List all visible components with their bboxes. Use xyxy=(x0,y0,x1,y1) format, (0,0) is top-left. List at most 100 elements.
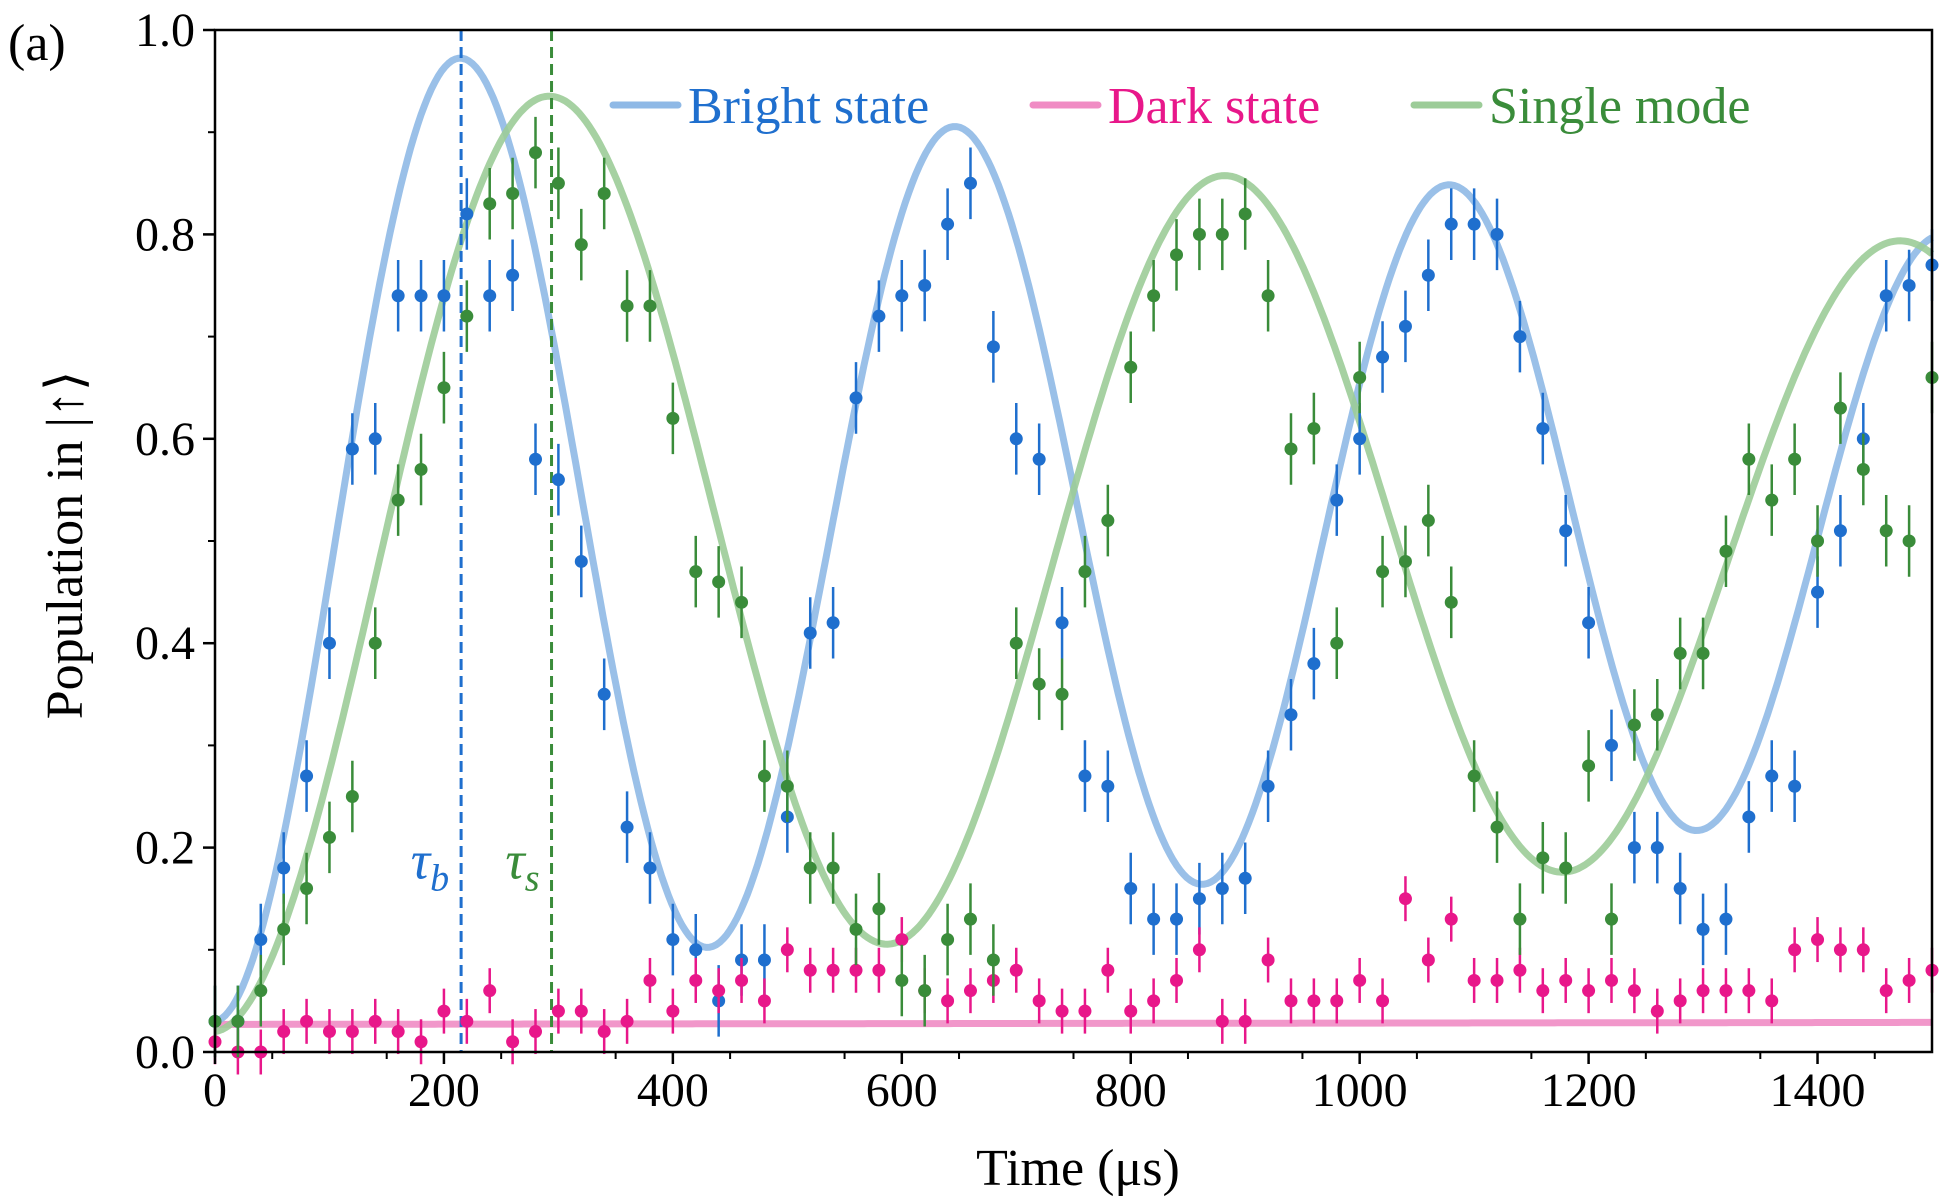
single-mode-point xyxy=(689,565,703,579)
dark-state-point xyxy=(1902,973,1916,987)
dark-state-point xyxy=(1032,994,1046,1008)
bright-state-point xyxy=(1284,708,1298,722)
bright-state-point xyxy=(1604,738,1618,752)
bright-state-point xyxy=(437,289,451,303)
bright-state-point xyxy=(1582,616,1596,630)
single-mode-point xyxy=(414,462,428,476)
bright-state-point xyxy=(757,953,771,967)
dark-state-point xyxy=(437,1004,451,1018)
x-tick-label: 400 xyxy=(637,1064,709,1117)
dark-state-point xyxy=(1856,943,1870,957)
dark-state-point xyxy=(1170,973,1184,987)
dark-state-point xyxy=(597,1025,611,1039)
bright-state-point xyxy=(918,279,932,292)
bright-state-point xyxy=(643,861,657,875)
single-mode-point xyxy=(1284,442,1298,456)
single-mode-point xyxy=(391,493,405,507)
dark-state-point xyxy=(735,973,749,987)
bright-state-point xyxy=(1421,268,1435,282)
single-mode-point xyxy=(918,984,932,998)
dark-state-point xyxy=(1215,1014,1229,1028)
data-points xyxy=(208,116,1939,1075)
bright-state-point xyxy=(391,289,405,303)
bright-state-point xyxy=(345,442,359,456)
single-mode-point xyxy=(1376,565,1390,579)
y-tick-label: 0.4 xyxy=(135,617,195,670)
single-mode-point xyxy=(1536,851,1550,865)
dark-state-point xyxy=(300,1014,314,1028)
x-tick-label: 200 xyxy=(408,1064,480,1117)
dark-state-point xyxy=(345,1025,359,1039)
dark-state-point xyxy=(1513,963,1527,977)
single-mode-point xyxy=(1009,636,1023,650)
legend-label: Dark state xyxy=(1108,78,1320,135)
bright-state-point xyxy=(1147,912,1161,926)
single-mode-point xyxy=(1559,861,1573,875)
single-mode-point xyxy=(1078,565,1092,579)
bright-state-point xyxy=(1559,524,1573,538)
bright-state-point xyxy=(1696,922,1710,936)
dark-state-point xyxy=(1124,1004,1138,1018)
dark-state-point xyxy=(872,963,886,977)
single-mode-point xyxy=(1765,493,1779,507)
bright-state-point xyxy=(1490,227,1504,241)
single-mode-point xyxy=(986,953,1000,967)
bright-state-point xyxy=(322,636,336,650)
tau-s-label-subscript: s xyxy=(525,857,540,899)
bright-state-point xyxy=(1192,892,1206,906)
single-mode-point xyxy=(1192,227,1206,241)
fit-curves xyxy=(214,54,1935,1036)
single-mode-point xyxy=(483,197,497,211)
dark-state-point xyxy=(391,1025,405,1039)
single-mode-point xyxy=(1101,514,1115,528)
single-mode-point xyxy=(1902,534,1916,548)
single-mode-point xyxy=(1833,401,1847,415)
tau-s-label: τs xyxy=(505,830,539,899)
single-mode-point xyxy=(300,881,314,895)
bright-state-points xyxy=(208,147,1939,1058)
bright-state-point xyxy=(1078,769,1092,783)
dark-state-point xyxy=(1055,1004,1069,1018)
single-mode-point xyxy=(1650,708,1664,722)
single-mode-point xyxy=(666,411,680,425)
bright-state-point xyxy=(1444,217,1458,231)
bright-state-point xyxy=(574,554,588,568)
dark-state-point xyxy=(322,1025,336,1039)
x-tick-label: 0 xyxy=(203,1064,227,1117)
bright-state-point xyxy=(1673,881,1687,895)
dark-state-point xyxy=(1307,994,1321,1008)
single-mode-point xyxy=(1330,636,1344,650)
bright-state-point xyxy=(1513,330,1527,344)
bright-state-point xyxy=(1398,319,1412,333)
dark-state-point xyxy=(1696,984,1710,998)
dark-state-point xyxy=(529,1025,543,1039)
bright-state-point xyxy=(1261,779,1275,793)
single-mode-point xyxy=(1490,820,1504,834)
dark-state-point xyxy=(1879,984,1893,998)
dark-state-point xyxy=(1147,994,1161,1008)
single-mode-point xyxy=(1421,514,1435,528)
dark-state-point xyxy=(1673,994,1687,1008)
bright-state-point xyxy=(1101,779,1115,793)
bright-state-point xyxy=(1902,279,1916,292)
bright-state-point xyxy=(1307,657,1321,671)
single-mode-point xyxy=(963,912,977,926)
single-mode-point xyxy=(437,381,451,395)
y-tick-label: 1.0 xyxy=(135,4,195,57)
dark-state-point xyxy=(1330,994,1344,1008)
bright-state-point xyxy=(1650,841,1664,855)
single-mode-point xyxy=(712,575,726,589)
tau-b-label-subscript: b xyxy=(430,857,449,899)
dark-state-point xyxy=(1627,984,1641,998)
x-tick-label: 1000 xyxy=(1312,1064,1408,1117)
dark-state-point xyxy=(1833,943,1847,957)
bright-state-point xyxy=(529,452,543,466)
bright-state-point xyxy=(666,933,680,947)
bright-state-point xyxy=(1376,350,1390,364)
single-mode-point xyxy=(529,146,543,160)
y-axis-label: Population in |↑⟩ xyxy=(37,371,94,720)
bright-state-point xyxy=(1811,585,1825,599)
dark-state-point xyxy=(1604,973,1618,987)
dark-state-point xyxy=(1078,1004,1092,1018)
bright-state-point xyxy=(1330,493,1344,507)
